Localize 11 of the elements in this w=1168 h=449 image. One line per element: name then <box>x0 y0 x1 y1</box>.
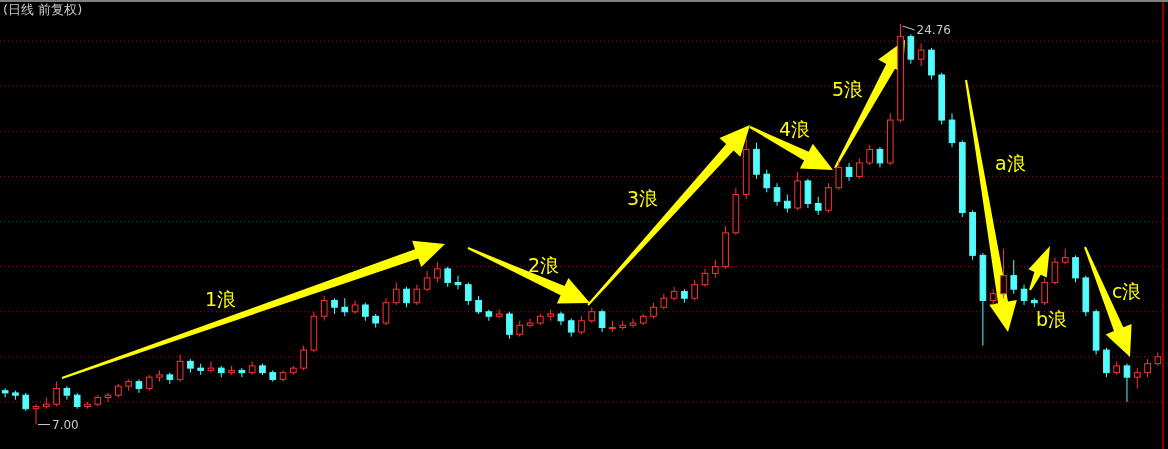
annotation: 7.00 <box>52 417 79 432</box>
annotation: 2浪 <box>528 254 560 276</box>
annotation: 1浪 <box>205 288 237 310</box>
annotation: 4浪 <box>779 118 811 140</box>
annotation: 24.76 <box>916 23 951 37</box>
annotation: 5浪 <box>832 78 864 100</box>
annotation: b浪 <box>1036 308 1068 330</box>
chart-title: (日线 前复权) <box>3 2 83 17</box>
annotation: 3浪 <box>627 187 659 209</box>
annotation: c浪 <box>1112 280 1142 302</box>
annotation: a浪 <box>995 152 1026 174</box>
